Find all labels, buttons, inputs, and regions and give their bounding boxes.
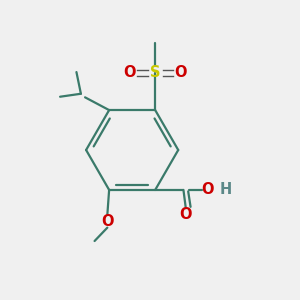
Text: O: O (174, 65, 187, 80)
Text: O: O (124, 65, 136, 80)
Text: O: O (180, 207, 192, 222)
Text: O: O (101, 214, 114, 229)
Text: S: S (150, 65, 160, 80)
Text: O: O (202, 182, 214, 197)
Text: H: H (220, 182, 232, 197)
